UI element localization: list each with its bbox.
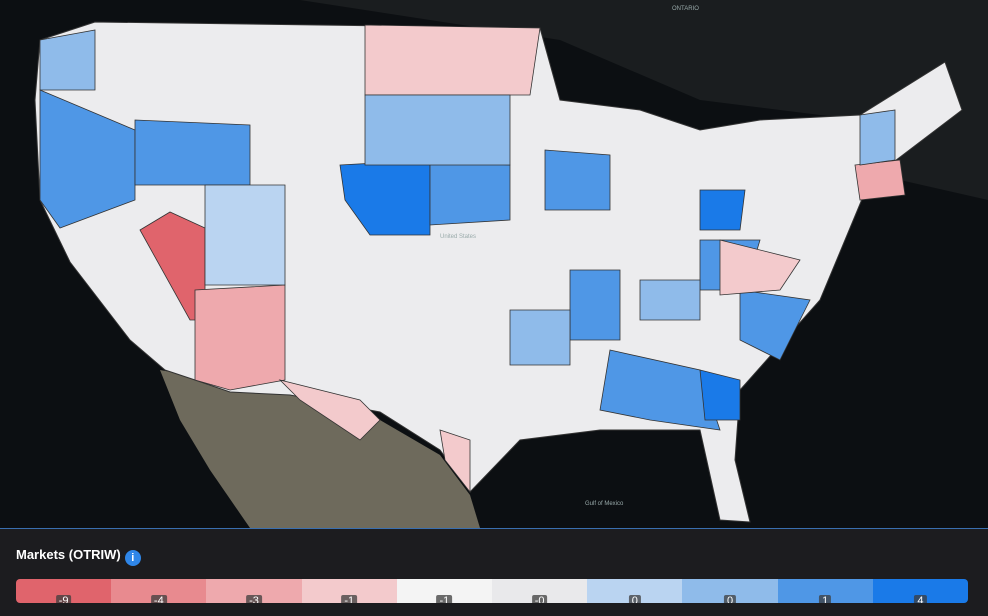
legend-label: -0 (531, 595, 548, 603)
legend-swatch: -0 (492, 579, 588, 603)
legend-label: 0 (628, 595, 641, 603)
legend-swatch: 0 (587, 579, 683, 603)
legend-swatch: 1 (777, 579, 873, 603)
legend-title: Markets (OTRIW) (16, 547, 121, 562)
legend-bar: -9 -4 -3 -1 -1 -0 0 0 1 4 (16, 579, 968, 603)
legend-label: -3 (246, 595, 262, 603)
mexico-land (160, 370, 480, 528)
map: ONTARIO United States Gulf of Mexico (0, 0, 988, 528)
legend-swatch: -9 (16, 579, 112, 603)
legend-label: -1 (341, 595, 358, 603)
legend-swatch: -1 (301, 579, 397, 603)
legend-label: 4 (914, 595, 927, 603)
regions (39, 24, 906, 494)
legend-swatch: 4 (872, 579, 968, 603)
map-label: United States (440, 234, 476, 240)
legend-label: 1 (819, 595, 832, 603)
map-label: Gulf of Mexico (585, 501, 624, 507)
legend-title-row: Markets (OTRIW) i (16, 547, 141, 566)
legend-label: -1 (436, 595, 453, 603)
legend-swatch: 0 (682, 579, 778, 603)
info-icon[interactable]: i (124, 550, 141, 566)
legend-swatch: -4 (111, 579, 207, 603)
canada-land (0, 0, 988, 200)
legend-swatch: -1 (396, 579, 493, 603)
legend-label: -9 (55, 595, 72, 603)
legend-label: -4 (150, 595, 167, 603)
legend-panel: Markets (OTRIW) i -9 -4 -3 -1 -1 -0 0 0 1 4 (0, 528, 988, 616)
legend-swatch: -3 (206, 579, 302, 603)
map-label: ONTARIO (672, 6, 699, 12)
legend-label: 0 (723, 595, 737, 603)
